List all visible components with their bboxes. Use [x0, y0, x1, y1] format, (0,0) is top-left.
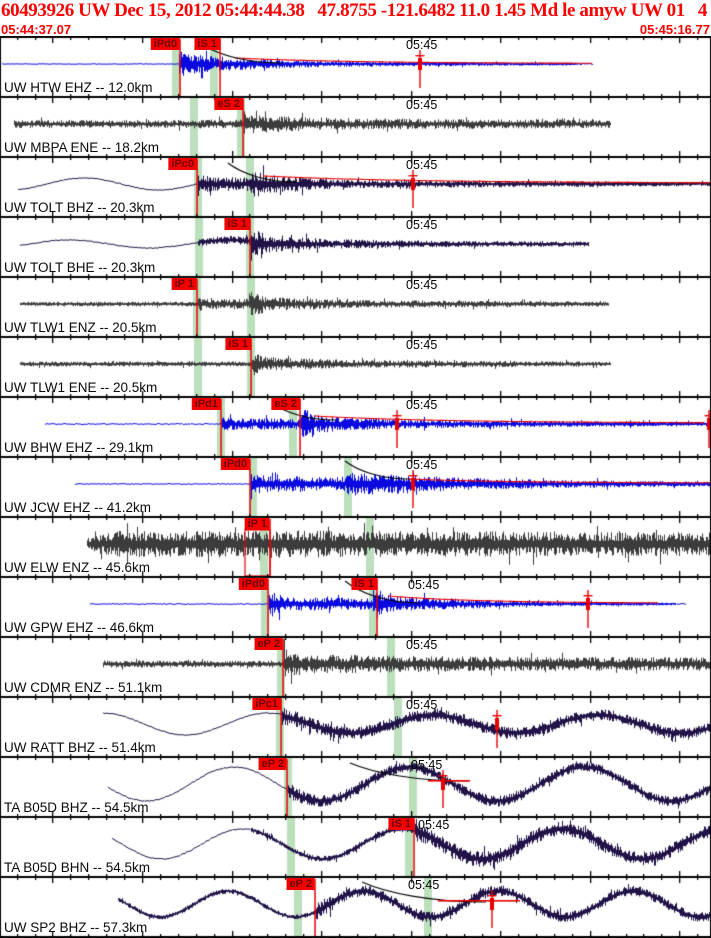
pick-flag[interactable]: iS 1	[224, 218, 250, 230]
pick-flag[interactable]: iS 1	[351, 578, 377, 590]
pick-flag[interactable]: iS 1	[388, 818, 414, 830]
pick-flag[interactable]: eS 2	[271, 398, 300, 410]
station-label: UW TLW1 ENE -- 20.5km	[4, 380, 158, 395]
minute-mark-label: 05:45	[406, 698, 438, 712]
minute-mark-label: 05:45	[406, 398, 438, 412]
minute-mark-label: 05:45	[406, 458, 438, 472]
minute-mark-label: 05:45	[411, 758, 443, 772]
pick-flag[interactable]: iPd1	[191, 398, 221, 410]
pick-flag[interactable]: iPd0	[220, 458, 250, 470]
pick-flag[interactable]: eP 2	[286, 878, 315, 890]
station-label: UW JCW EHZ -- 41.2km	[4, 500, 151, 515]
time-range: 05:44:37.07 05:45:16.77	[1, 22, 710, 37]
station-label: UW MBPA ENE -- 18.2km	[4, 140, 160, 155]
minute-mark-label: 05:45	[408, 578, 440, 592]
station-label: UW TOLT BHZ -- 20.3km	[4, 200, 155, 215]
minute-mark-label: 05:45	[406, 338, 438, 352]
station-label: UW TOLT BHE -- 20.3km	[4, 260, 156, 275]
event-header: 60493926 UW Dec 15, 2012 05:44:44.38 47.…	[0, 0, 711, 37]
window-end-time: 05:45:16.77	[639, 22, 710, 37]
window-start-time: 05:44:37.07	[1, 22, 72, 37]
pick-flag[interactable]: iPc0	[168, 158, 197, 170]
station-label: UW RATT BHZ -- 51.4km	[4, 740, 156, 755]
minute-mark-label: 05:45	[406, 98, 438, 112]
pick-flag[interactable]: eP 2	[258, 758, 287, 770]
minute-mark-label: 05:45	[406, 638, 438, 652]
station-label: UW SP2 BHZ -- 57.3km	[4, 920, 148, 935]
pick-flag[interactable]: iPc1	[252, 698, 281, 710]
pick-flag[interactable]: iS 1	[194, 38, 220, 50]
event-summary: 60493926 UW Dec 15, 2012 05:44:44.38 47.…	[1, 0, 707, 21]
minute-mark-label: 05:45	[418, 818, 450, 832]
minute-mark-label: 05:45	[408, 878, 440, 892]
minute-mark-label: 05:45	[406, 218, 438, 232]
station-label: UW GPW EHZ -- 46.6km	[4, 620, 155, 635]
minute-mark-label: 05:45	[406, 158, 438, 172]
pick-flag[interactable]: eS 2	[214, 98, 243, 110]
waveform-canvas[interactable]	[0, 36, 711, 938]
pick-flag[interactable]: iP 1	[171, 278, 197, 290]
station-label: TA B05D BHZ -- 54.5km	[4, 800, 149, 815]
pick-flag[interactable]: eP 2	[254, 638, 283, 650]
station-label: UW HTW EHZ -- 12.0km	[4, 80, 153, 95]
pick-flag[interactable]: iPd0	[150, 38, 180, 50]
pick-flag[interactable]: iP 1	[244, 518, 270, 530]
minute-mark-label: 05:45	[406, 38, 438, 52]
station-label: UW TLW1 ENZ -- 20.5km	[4, 320, 157, 335]
station-label: TA B05D BHN -- 54.5km	[4, 860, 151, 875]
pick-flag[interactable]: iS 1	[225, 338, 251, 350]
seismogram-plot[interactable]: iPd0 iS 1 05:45 UW HTW EHZ -- 12.0km eS 2 05:…	[0, 36, 711, 938]
station-label: UW ELW ENZ -- 45.6km	[4, 560, 151, 575]
station-label: UW CDMR ENZ -- 51.1km	[4, 680, 163, 695]
station-label: UW BHW EHZ -- 29.1km	[4, 440, 154, 455]
minute-mark-label: 05:45	[406, 278, 438, 292]
pick-flag[interactable]: iPd0	[238, 578, 268, 590]
